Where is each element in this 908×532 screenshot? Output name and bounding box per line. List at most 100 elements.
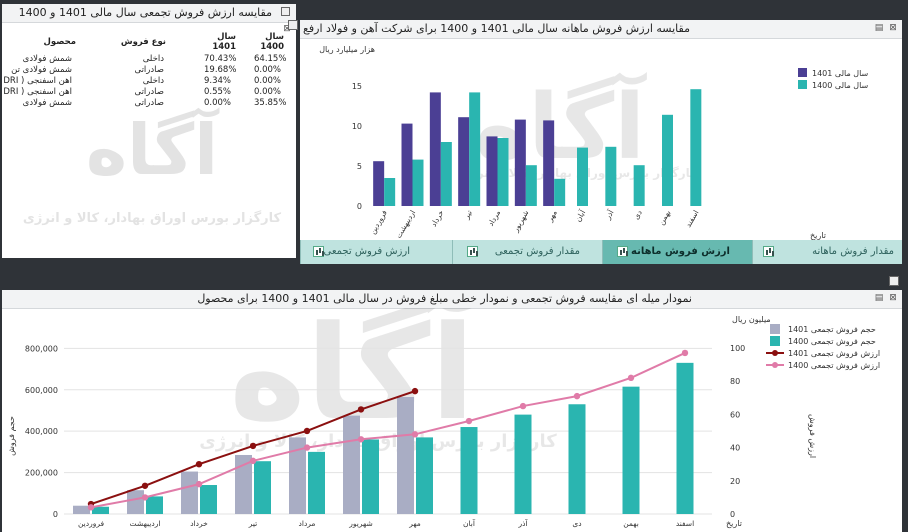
table-row[interactable]: شمش فولادی صادراتی 0.00% 35.85% (2, 98, 294, 109)
cell-sale-type: صادراتی (134, 87, 164, 97)
cell-1400: 0.00% (254, 76, 282, 86)
export-excel-icon[interactable]: ⊠ (283, 24, 291, 34)
agah-watermark: آگاه کارگزار بورس اوراق بهادار، کالا و ا… (23, 107, 282, 226)
x-tick-label: دی (572, 519, 581, 528)
bar-cumulative-1400 (92, 506, 109, 514)
tab-monthly-value[interactable]: ارزش فروش ماهانه (602, 240, 752, 264)
col-header-1401[interactable]: سال 1401 (212, 32, 236, 52)
y-tick-label: 0 (53, 510, 58, 519)
x-tick-label: بهمن (623, 519, 639, 528)
bar-1401 (429, 92, 441, 206)
line-1401-point (141, 482, 149, 489)
chart-icon (617, 246, 628, 257)
cell-1401: 0.00% (204, 98, 232, 108)
line-1400-point (519, 402, 527, 410)
bar-cumulative-1400 (568, 404, 586, 514)
col-header-sale-type[interactable]: نوع فروش (120, 37, 166, 47)
bar-cumulative-1400 (514, 414, 532, 514)
save-icon[interactable]: ▤ (874, 23, 884, 33)
y-axis-label: حجم فروش (7, 416, 16, 456)
tab-cumulative-volume[interactable]: مقدار فروش تجمعی (452, 240, 602, 264)
save-icon[interactable]: ▤ (874, 293, 884, 303)
panel-title: مقایسه ارزش فروش تجمعی سال مالی 1401 و 1… (18, 6, 272, 19)
cell-sale-type: صادراتی (134, 98, 164, 108)
line-1401-point (195, 460, 203, 468)
sales-share-table: محصول نوع فروش سال 1401 سال 1400 شمش فول… (0, 32, 294, 109)
bar-1400 (525, 165, 537, 206)
maximize-icon[interactable] (288, 20, 298, 30)
bar-cumulative-1401 (289, 437, 306, 514)
bar-cumulative-1401 (73, 505, 90, 514)
x-tick-label: اسفند (684, 209, 701, 229)
tab-monthly-volume[interactable]: مقدار فروش ماهانه (752, 240, 902, 264)
y-tick-label: 400,000 (25, 427, 58, 436)
x-tick-label: دی (631, 209, 643, 221)
panel-title-bar: نمودار میله ای مقایسه فروش تجمعی و نمودا… (2, 290, 902, 309)
export-icon[interactable]: ⊠ (889, 293, 897, 303)
legend-swatch (770, 324, 780, 334)
col-header-product[interactable]: محصول (43, 37, 76, 47)
panel-title: نمودار میله ای مقایسه فروش تجمعی و نمودا… (197, 292, 692, 305)
maximize-icon[interactable] (281, 7, 290, 16)
y-tick-label: 0 (357, 202, 362, 211)
x-tick-label: اسفند (676, 519, 694, 528)
legend-label: ارزش فروش تجمعی 1400 (788, 361, 880, 370)
legend-label: سال مالی 1401 (812, 69, 869, 78)
tab-cumulative-value[interactable]: ارزش فروش تجمعی (300, 240, 452, 264)
line-1400-point (573, 392, 581, 400)
line-1400-point (303, 444, 311, 451)
table-row[interactable]: آهن اسفنجی ( DRI ) داخلی 9.34% 0.00% (0, 76, 294, 87)
bar-1401 (514, 119, 526, 206)
line-1400-point (465, 417, 473, 425)
col-header-1400[interactable]: سال 1400 (260, 32, 284, 52)
y2-tick-label: 60 (730, 410, 740, 419)
x-tick-label: خرداد (190, 519, 208, 528)
line-1401-point (303, 427, 311, 435)
y2-tick-label: 40 (730, 444, 740, 453)
cell-1401: 19.68% (204, 65, 237, 75)
bar-1400 (633, 165, 645, 206)
legend-label: ارزش فروش تجمعی 1401 (788, 349, 880, 358)
y2-tick-label: 80 (730, 377, 740, 386)
bar-1400 (469, 92, 481, 206)
y-tick-label: 200,000 (25, 469, 58, 478)
line-1400-point (627, 374, 635, 382)
line-1400-point (411, 431, 419, 438)
legend-label: سال مالی 1400 (812, 81, 869, 90)
bar-1401 (458, 117, 470, 206)
table-row[interactable]: آهن اسفنجی ( DRI ) صادراتی 0.55% 0.00% (0, 87, 294, 98)
y-tick-label: 5 (357, 162, 362, 171)
bar-1400 (554, 178, 566, 206)
table-body: شمش فولادی داخلی 70.43% 64.15% شمش فولادی تن… (0, 54, 294, 109)
y2-tick-label: 20 (730, 477, 740, 486)
bar-1400 (662, 114, 673, 206)
bar-cumulative-1400 (200, 485, 217, 514)
line-chart-icon (313, 246, 324, 257)
bar-cumulative-1401 (397, 397, 414, 514)
export-icon[interactable]: ⊠ (889, 23, 897, 33)
legend-label: حجم فروش تجمعی 1400 (788, 337, 876, 346)
cell-sale-type: صادراتی (134, 65, 164, 75)
x-tick-label: آذر (517, 518, 528, 528)
line-1400 (90, 352, 686, 509)
legend-marker (772, 362, 778, 368)
cell-product: آهن اسفنجی ( DRI ) (0, 87, 72, 97)
watermark-sub: کارگزار بورس اوراق بهادار، کالا و انرژی (23, 210, 282, 226)
x-tick-label: فروردین (78, 519, 105, 528)
cell-1401: 9.34% (204, 76, 232, 86)
bar-1400 (605, 146, 617, 206)
line-1400-point (87, 504, 95, 511)
panel-title-bar: مقایسه ارزش فروش تجمعی سال مالی 1401 و 1… (2, 4, 296, 23)
y-tick-label: 800,000 (25, 344, 58, 353)
bar-cumulative-1400 (362, 439, 379, 514)
sales-share-panel: مقایسه ارزش فروش تجمعی سال مالی 1401 و 1… (0, 4, 296, 258)
maximize-icon[interactable] (889, 276, 899, 286)
x-tick-label: آبان (573, 207, 588, 223)
y-axis-label: هزار میلیارد ریال (319, 45, 375, 54)
table-row[interactable]: شمش فولادی تن صادراتی 19.68% 0.00% (2, 65, 294, 76)
line-1400-point (195, 480, 203, 488)
cell-1401: 0.55% (204, 87, 232, 97)
table-row[interactable]: شمش فولادی داخلی 70.43% 64.15% (2, 54, 294, 65)
legend-swatch (798, 68, 807, 77)
